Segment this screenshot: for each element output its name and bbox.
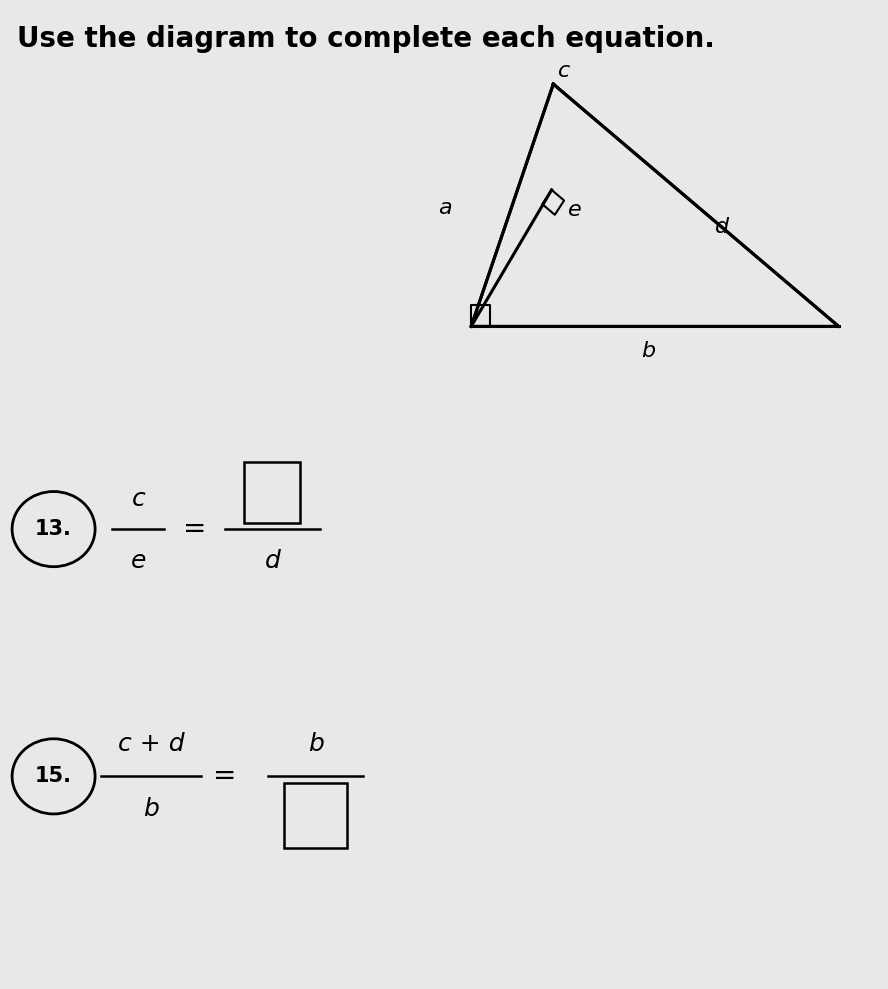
Text: e: e xyxy=(131,549,146,573)
Text: e: e xyxy=(568,200,582,220)
Text: b: b xyxy=(307,732,323,756)
Text: =: = xyxy=(183,515,206,543)
Text: =: = xyxy=(213,763,236,790)
Text: c: c xyxy=(131,488,146,511)
Text: c + d: c + d xyxy=(118,732,185,756)
Text: 15.: 15. xyxy=(36,766,72,786)
Text: 13.: 13. xyxy=(36,519,72,539)
Text: c: c xyxy=(559,61,571,81)
Bar xyxy=(244,462,300,523)
Text: Use the diagram to complete each equation.: Use the diagram to complete each equatio… xyxy=(17,25,715,52)
Text: b: b xyxy=(641,341,655,361)
Text: d: d xyxy=(715,218,729,237)
Text: d: d xyxy=(265,549,281,573)
Text: a: a xyxy=(439,198,452,218)
Text: b: b xyxy=(143,797,159,821)
Bar xyxy=(284,783,346,848)
